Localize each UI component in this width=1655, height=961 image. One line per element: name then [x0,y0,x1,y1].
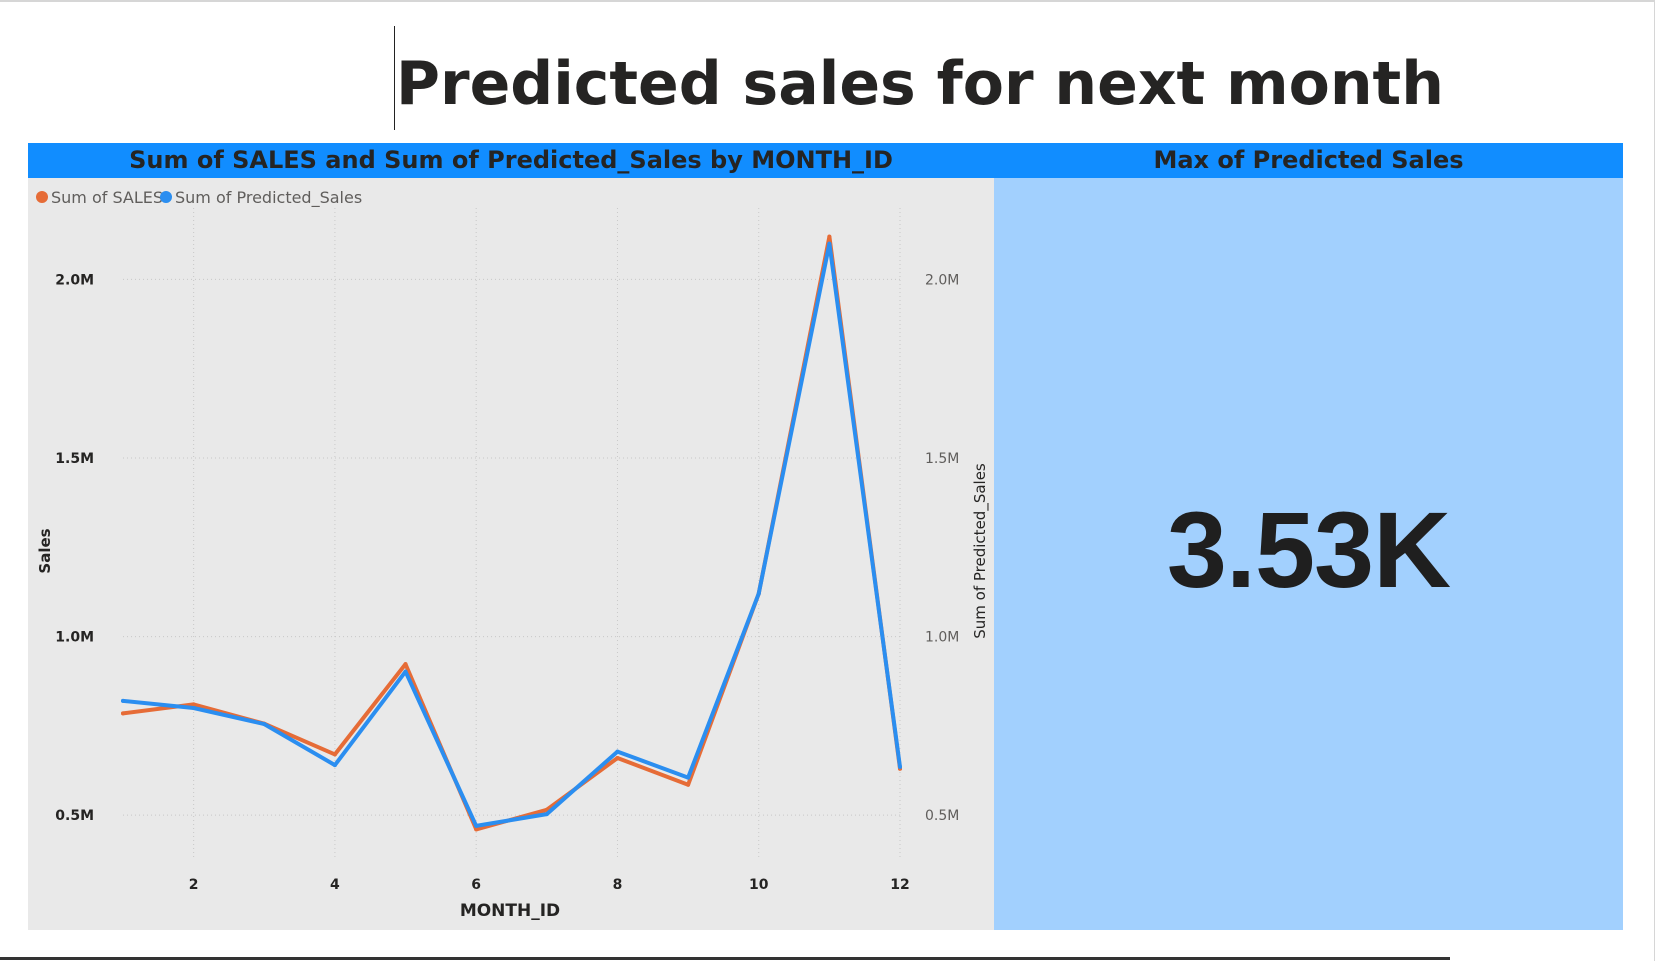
legend-marker-sales [36,191,48,203]
sales-data-point[interactable] [191,702,196,707]
chart-legend[interactable]: Sum of SALES Sum of Predicted_Sales [36,188,362,208]
x-tick-label: 2 [189,877,199,893]
card-visual[interactable]: 3.53K [994,178,1623,930]
top-border [0,0,1655,2]
y2-tick-label: 1.0M [925,630,959,646]
predicted-sales-data-point[interactable] [898,764,902,769]
predicted-sales-data-point[interactable] [191,706,196,710]
predicted-sales-data-point[interactable] [332,763,337,768]
predicted-sales-data-point[interactable] [544,812,549,817]
x-tick-label: 12 [890,877,909,893]
sales-series-line[interactable] [121,234,902,832]
predicted-sales-data-point[interactable] [827,241,832,246]
y2-tick-label: 0.5M [925,808,959,824]
visual-header-bar: Sum of SALES and Sum of Predicted_Sales … [28,143,1623,178]
predicted-sales-data-point[interactable] [686,775,691,780]
predicted-sales-data-point[interactable] [262,722,267,727]
y-tick-label: 1.0M [55,630,94,646]
sales-data-point[interactable] [615,756,620,760]
sales-data-point[interactable] [332,752,337,757]
legend-label-sales[interactable]: Sum of SALES [51,188,163,207]
predicted-sales-data-point[interactable] [403,669,408,674]
x-tick-label: 10 [749,877,769,893]
predicted-sales-data-point[interactable] [474,823,479,828]
card-value: 3.53K [1166,488,1451,610]
sales-data-point[interactable] [121,711,125,716]
legend-marker-predicted [160,191,172,203]
y-tick-label: 0.5M [55,808,94,824]
sales-data-point[interactable] [827,234,832,239]
text-cursor [394,26,395,130]
sales-data-point[interactable] [403,662,408,667]
predicted-sales-data-point[interactable] [121,698,125,703]
page-title[interactable]: Predicted sales for next month [396,49,1444,119]
predicted-sales-data-point[interactable] [756,591,761,596]
x-tick-label: 4 [330,877,340,893]
y-tick-label: 1.5M [55,451,94,467]
y2-axis-title: Sum of Predicted_Sales [971,463,990,639]
line-chart-title: Sum of SALES and Sum of Predicted_Sales … [129,146,893,174]
y-axis-title: Sales [36,528,54,573]
predicted-sales-series-line[interactable] [121,241,902,828]
bottom-border [0,957,1450,960]
y2-tick-label: 2.0M [925,272,959,288]
sales-data-point[interactable] [474,827,479,832]
line-chart-svg: 0.5M 0.5M 1.0M 1.0M 1.5M 1.5M 2.0M 2.0M 2 4 6 8 10 12… [36,188,990,921]
y2-tick-label: 1.5M [925,451,959,467]
card-title: Max of Predicted Sales [1153,146,1464,174]
sales-data-point[interactable] [686,782,691,787]
legend-label-predicted[interactable]: Sum of Predicted_Sales [175,188,362,208]
x-tick-label: 8 [613,877,623,893]
line-chart-visual[interactable]: 0.5M 0.5M 1.0M 1.0M 1.5M 1.5M 2.0M 2.0M 2 4 6 8 10 12… [28,178,994,930]
x-axis-title: MONTH_ID [460,901,560,921]
predicted-sales-data-point[interactable] [615,749,620,754]
x-tick-label: 6 [471,877,481,893]
y-tick-label: 2.0M [55,272,94,288]
